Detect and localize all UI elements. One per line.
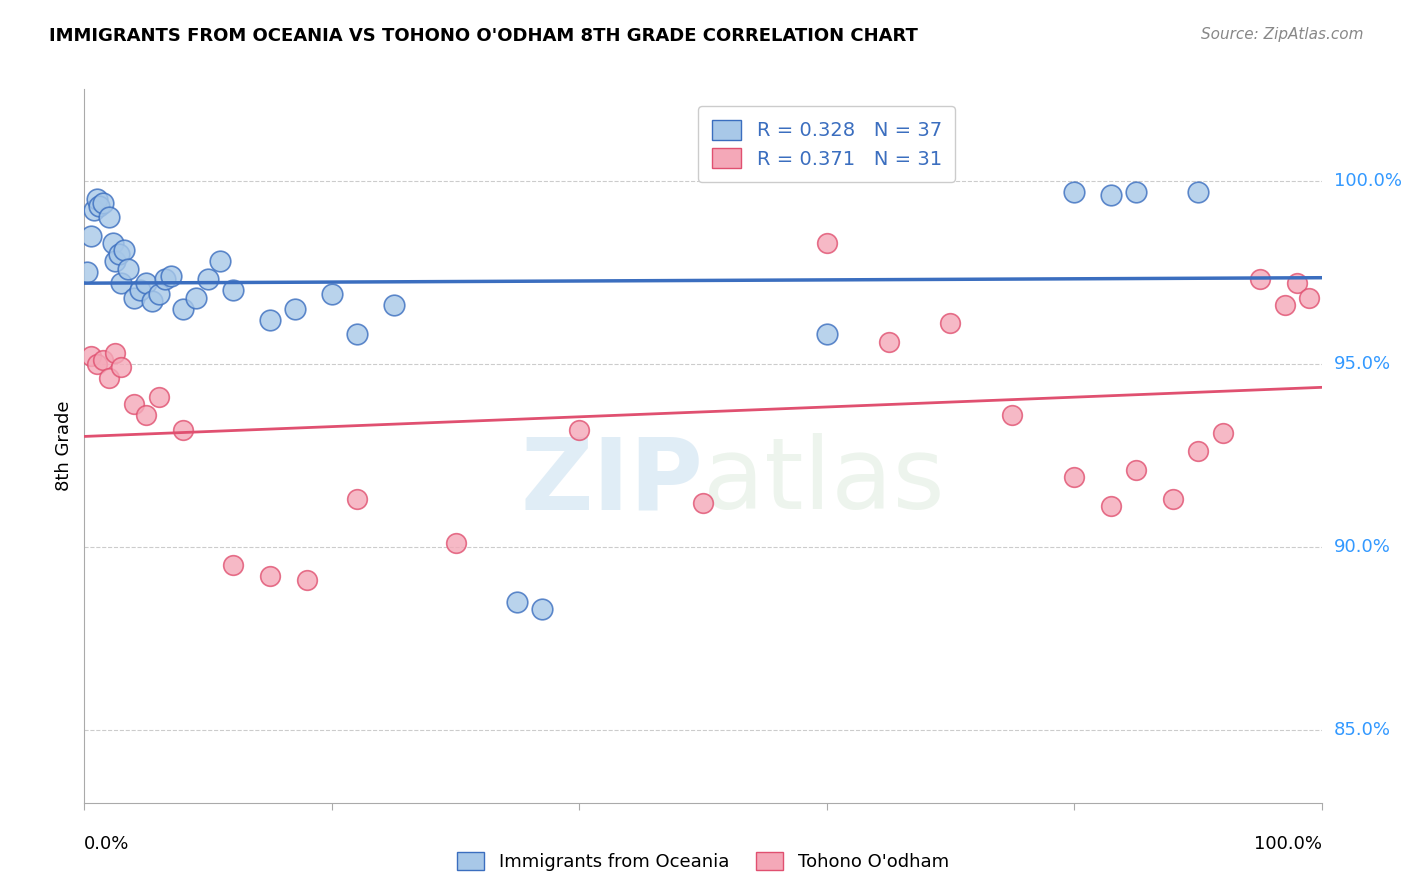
Point bbox=[79, 349, 101, 363]
Point bbox=[83, 202, 105, 217]
Legend: R = 0.328   N = 37, R = 0.371   N = 31: R = 0.328 N = 37, R = 0.371 N = 31 bbox=[699, 106, 955, 182]
Point bbox=[506, 594, 529, 608]
Point bbox=[184, 291, 207, 305]
Point bbox=[1298, 291, 1320, 305]
Text: IMMIGRANTS FROM OCEANIA VS TOHONO O'ODHAM 8TH GRADE CORRELATION CHART: IMMIGRANTS FROM OCEANIA VS TOHONO O'ODHA… bbox=[49, 27, 918, 45]
Text: 90.0%: 90.0% bbox=[1334, 538, 1391, 556]
Point bbox=[1001, 408, 1024, 422]
Point bbox=[209, 254, 232, 268]
Text: 0.0%: 0.0% bbox=[84, 835, 129, 853]
Point bbox=[98, 211, 121, 225]
Point bbox=[284, 301, 307, 316]
Point bbox=[98, 371, 121, 385]
Point bbox=[1187, 185, 1209, 199]
Point bbox=[1249, 272, 1271, 286]
Point bbox=[382, 298, 405, 312]
Point bbox=[346, 491, 368, 506]
Point bbox=[122, 291, 145, 305]
Point bbox=[112, 244, 135, 258]
Point bbox=[346, 327, 368, 342]
Point bbox=[815, 327, 838, 342]
Point bbox=[1187, 444, 1209, 458]
Point bbox=[692, 496, 714, 510]
Point bbox=[135, 276, 157, 290]
Point bbox=[1063, 470, 1085, 484]
Text: Source: ZipAtlas.com: Source: ZipAtlas.com bbox=[1201, 27, 1364, 42]
Point bbox=[1212, 426, 1234, 441]
Point bbox=[531, 602, 554, 616]
Point bbox=[259, 569, 281, 583]
Point bbox=[1099, 500, 1122, 514]
Point bbox=[568, 423, 591, 437]
Point bbox=[1063, 185, 1085, 199]
Point bbox=[222, 558, 245, 572]
Point bbox=[160, 268, 183, 283]
Text: ZIP: ZIP bbox=[520, 434, 703, 530]
Point bbox=[1125, 463, 1147, 477]
Text: atlas: atlas bbox=[703, 434, 945, 530]
Point bbox=[1099, 188, 1122, 202]
Point bbox=[135, 408, 157, 422]
Text: 95.0%: 95.0% bbox=[1334, 355, 1391, 373]
Point bbox=[104, 254, 127, 268]
Point bbox=[122, 397, 145, 411]
Point bbox=[91, 353, 114, 368]
Point bbox=[141, 294, 163, 309]
Point bbox=[117, 261, 139, 276]
Text: 85.0%: 85.0% bbox=[1334, 721, 1391, 739]
Point bbox=[91, 195, 114, 210]
Point bbox=[110, 276, 132, 290]
Point bbox=[129, 284, 152, 298]
Point bbox=[79, 228, 101, 243]
Point bbox=[76, 265, 98, 279]
Point bbox=[295, 573, 318, 587]
Point bbox=[1125, 185, 1147, 199]
Point bbox=[172, 423, 194, 437]
Point bbox=[259, 312, 281, 326]
Point bbox=[939, 317, 962, 331]
Point bbox=[172, 301, 194, 316]
Point bbox=[148, 390, 170, 404]
Point bbox=[108, 247, 131, 261]
Y-axis label: 8th Grade: 8th Grade bbox=[55, 401, 73, 491]
Point bbox=[444, 536, 467, 550]
Point bbox=[86, 192, 108, 206]
Point bbox=[104, 345, 127, 359]
Point bbox=[89, 199, 111, 213]
Point bbox=[321, 287, 343, 301]
Point bbox=[86, 357, 108, 371]
Legend: Immigrants from Oceania, Tohono O'odham: Immigrants from Oceania, Tohono O'odham bbox=[450, 845, 956, 879]
Point bbox=[197, 272, 219, 286]
Point bbox=[1274, 298, 1296, 312]
Text: 100.0%: 100.0% bbox=[1254, 835, 1322, 853]
Point bbox=[153, 272, 176, 286]
Point bbox=[1285, 276, 1308, 290]
Text: 100.0%: 100.0% bbox=[1334, 171, 1402, 190]
Point bbox=[815, 235, 838, 250]
Point bbox=[877, 334, 900, 349]
Point bbox=[222, 284, 245, 298]
Point bbox=[148, 287, 170, 301]
Point bbox=[110, 360, 132, 375]
Point bbox=[1161, 491, 1184, 506]
Point bbox=[101, 235, 124, 250]
